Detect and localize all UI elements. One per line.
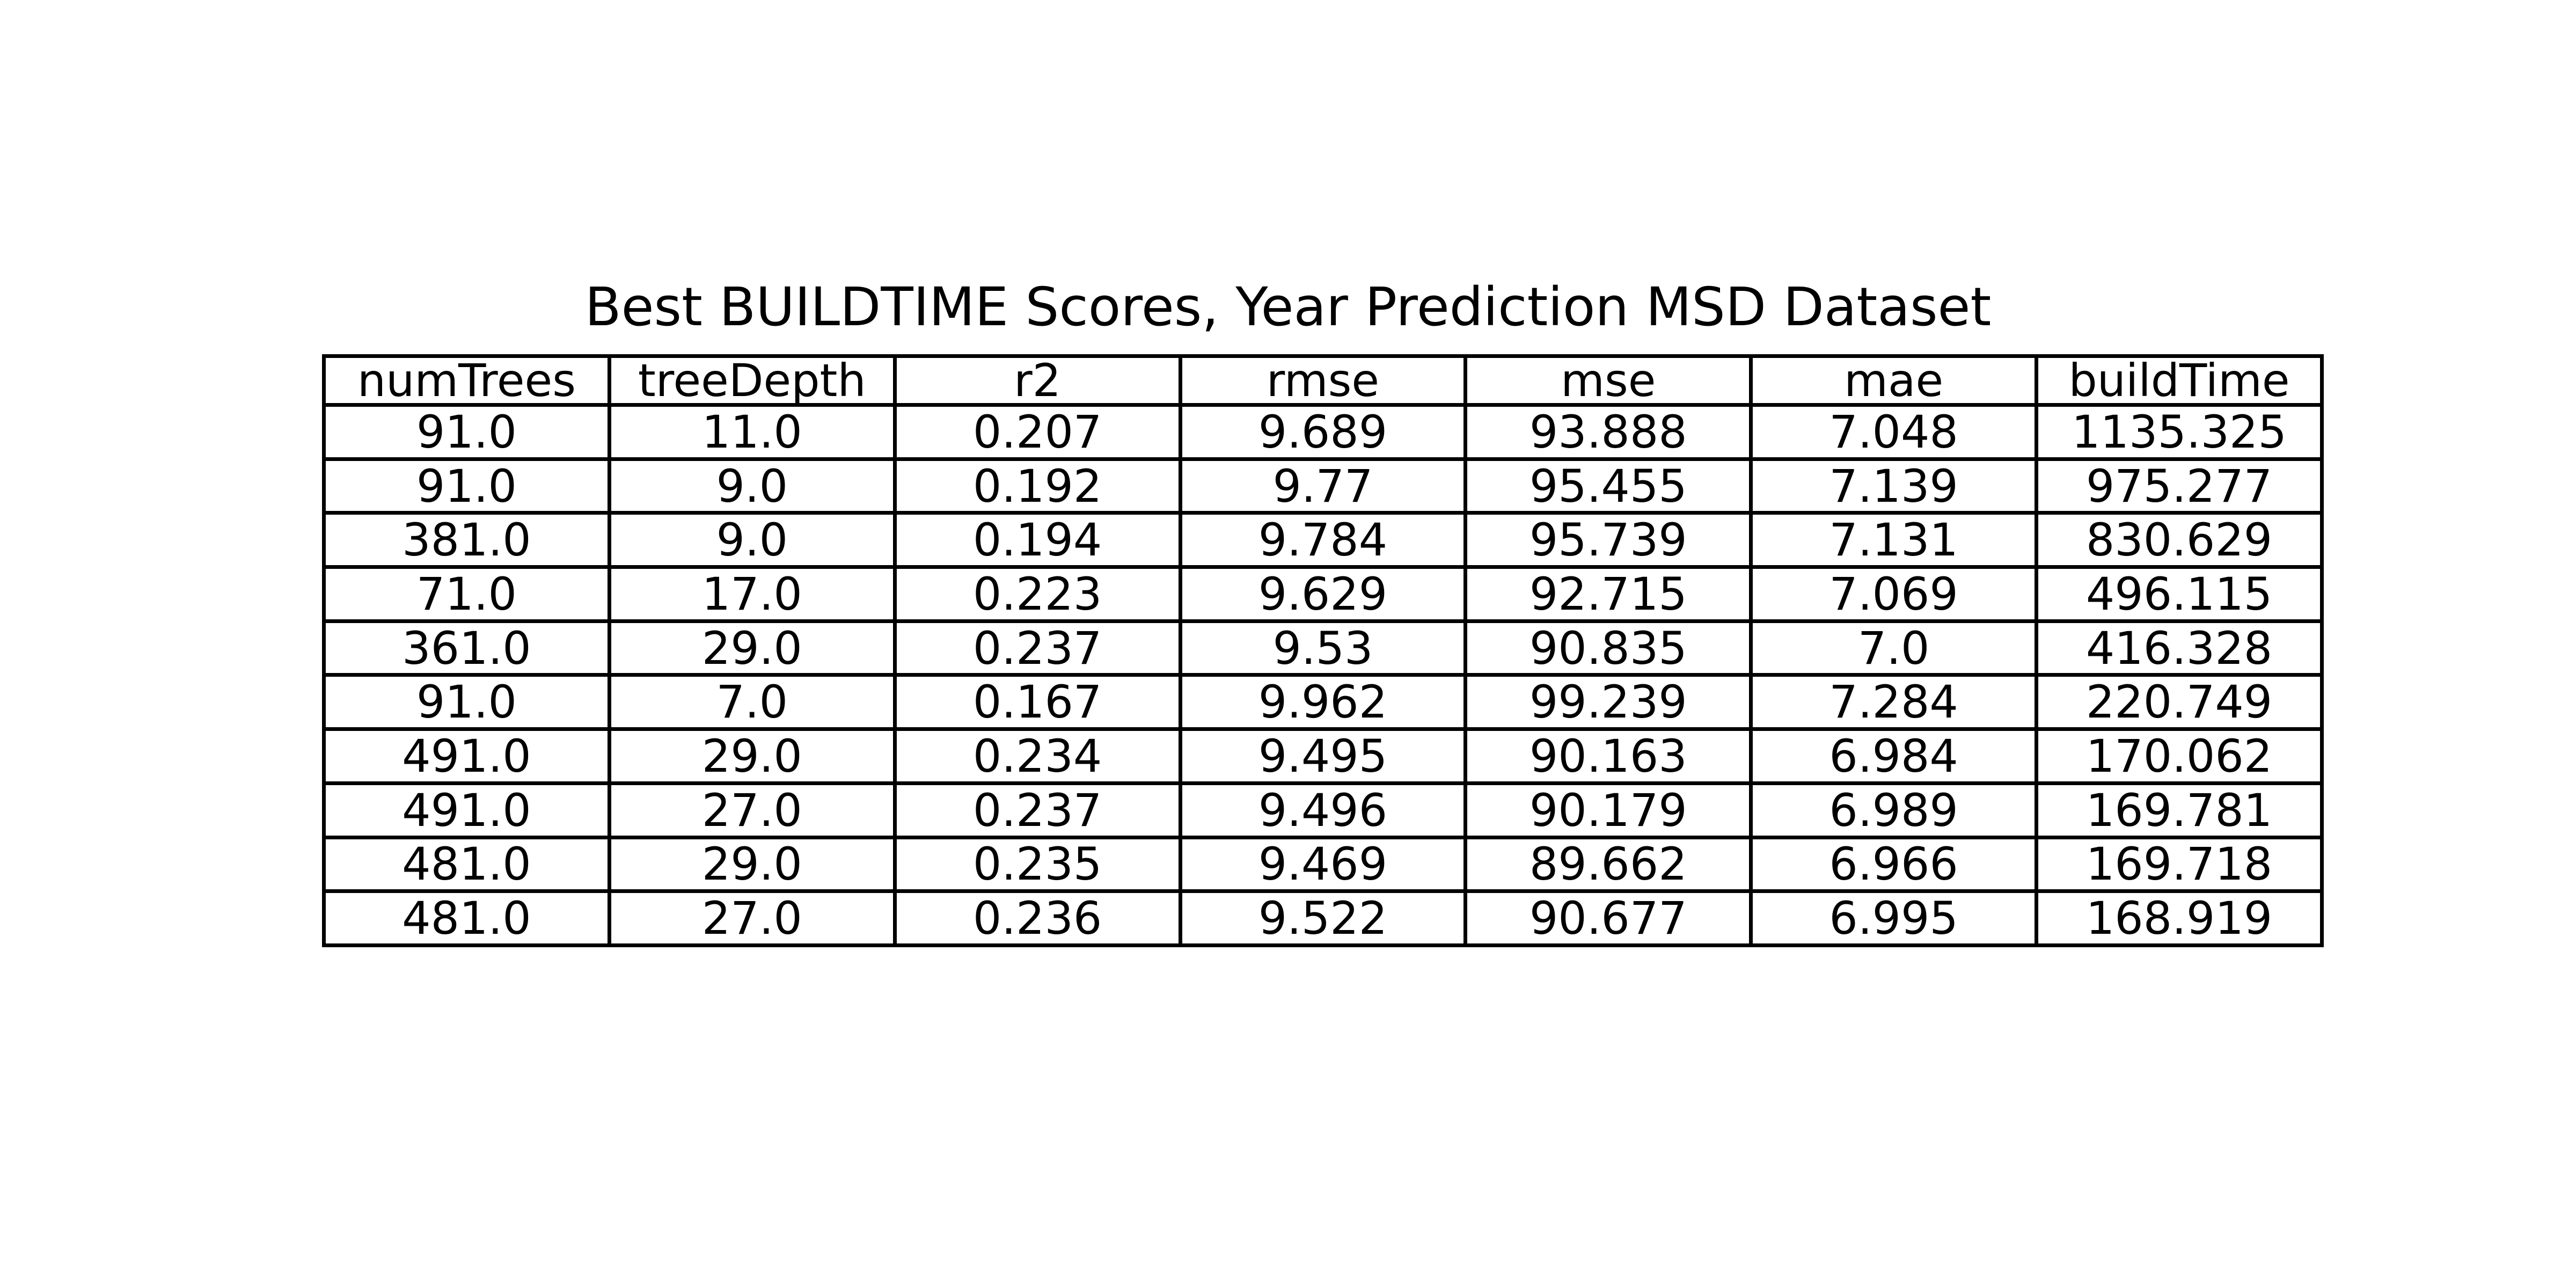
table-cell-r2: 0.192 [892, 457, 1182, 515]
table-cell-numtrees: 491.0 [322, 727, 611, 785]
table-cell-numtrees: 91.0 [322, 673, 611, 731]
table-cell-rmse: 9.629 [1178, 565, 1468, 623]
table-cell-mae: 7.284 [1749, 673, 2039, 731]
table-cell-numtrees: 481.0 [322, 835, 611, 894]
table-cell-buildtime: 830.629 [2035, 511, 2324, 569]
table-cell-buildtime: 220.749 [2035, 673, 2324, 731]
table-row: 491.0 27.0 0.237 9.496 90.179 6.989 169.781 [322, 781, 2324, 839]
table-cell-treedepth: 27.0 [607, 889, 897, 947]
table-cell-buildtime: 1135.325 [2035, 403, 2324, 461]
table-cell-numtrees: 361.0 [322, 619, 611, 677]
table-cell-numtrees: 71.0 [322, 565, 611, 623]
table-cell-rmse: 9.784 [1178, 511, 1468, 569]
table-cell-numtrees: 91.0 [322, 457, 611, 515]
table-cell-mae: 7.048 [1749, 403, 2039, 461]
table-cell-r2: 0.223 [892, 565, 1182, 623]
table-row: 71.0 17.0 0.223 9.629 92.715 7.069 496.115 [322, 565, 2324, 623]
table-cell-rmse: 9.522 [1178, 889, 1468, 947]
table-cell-rmse: 9.495 [1178, 727, 1468, 785]
table-row: 91.0 11.0 0.207 9.689 93.888 7.048 1135.325 [322, 403, 2324, 461]
table-cell-r2: 0.207 [892, 403, 1182, 461]
column-header-rmse: rmse [1178, 354, 1468, 407]
table-row: 481.0 27.0 0.236 9.522 90.677 6.995 168.919 [322, 889, 2324, 947]
table-cell-mse: 90.163 [1463, 727, 1753, 785]
table-cell-rmse: 9.469 [1178, 835, 1468, 894]
table-cell-mae: 6.966 [1749, 835, 2039, 894]
table-cell-buildtime: 169.781 [2035, 781, 2324, 839]
column-header-numtrees: numTrees [322, 354, 611, 407]
table-cell-mse: 89.662 [1463, 835, 1753, 894]
table-row: 361.0 29.0 0.237 9.53 90.835 7.0 416.328 [322, 619, 2324, 677]
table-row: 481.0 29.0 0.235 9.469 89.662 6.966 169.718 [322, 835, 2324, 894]
table-cell-treedepth: 29.0 [607, 835, 897, 894]
table-cell-mae: 6.989 [1749, 781, 2039, 839]
table-cell-treedepth: 11.0 [607, 403, 897, 461]
table-cell-mse: 90.677 [1463, 889, 1753, 947]
table-cell-treedepth: 17.0 [607, 565, 897, 623]
column-header-buildtime: buildTime [2035, 354, 2324, 407]
table-cell-buildtime: 975.277 [2035, 457, 2324, 515]
table-cell-r2: 0.234 [892, 727, 1182, 785]
table-row: 381.0 9.0 0.194 9.784 95.739 7.131 830.629 [322, 511, 2324, 569]
header-row: numTrees treeDepth r2 rmse mse mae buildTime [322, 354, 2324, 407]
table-cell-mae: 6.995 [1749, 889, 2039, 947]
table-cell-mae: 6.984 [1749, 727, 2039, 785]
table-cell-mae: 7.131 [1749, 511, 2039, 569]
table-row: 491.0 29.0 0.234 9.495 90.163 6.984 170.062 [322, 727, 2324, 785]
table-cell-mae: 7.069 [1749, 565, 2039, 623]
table-cell-numtrees: 491.0 [322, 781, 611, 839]
table-cell-r2: 0.237 [892, 781, 1182, 839]
table-cell-mse: 90.179 [1463, 781, 1753, 839]
table-cell-numtrees: 91.0 [322, 403, 611, 461]
data-table: numTrees treeDepth r2 rmse mse mae buildTime 9… [322, 354, 2324, 947]
table-cell-mae: 7.139 [1749, 457, 2039, 515]
table-cell-numtrees: 381.0 [322, 511, 611, 569]
column-header-r2: r2 [892, 354, 1182, 407]
table-row: 91.0 9.0 0.192 9.77 95.455 7.139 975.277 [322, 457, 2324, 515]
table-cell-rmse: 9.962 [1178, 673, 1468, 731]
table-cell-r2: 0.236 [892, 889, 1182, 947]
table-cell-r2: 0.237 [892, 619, 1182, 677]
table-cell-mse: 93.888 [1463, 403, 1753, 461]
table-cell-r2: 0.194 [892, 511, 1182, 569]
table-cell-buildtime: 170.062 [2035, 727, 2324, 785]
table-cell-buildtime: 416.328 [2035, 619, 2324, 677]
table-cell-treedepth: 9.0 [607, 457, 897, 515]
column-header-mse: mse [1463, 354, 1753, 407]
table-cell-mse: 99.239 [1463, 673, 1753, 731]
table-cell-treedepth: 29.0 [607, 619, 897, 677]
table-cell-buildtime: 496.115 [2035, 565, 2324, 623]
table-cell-rmse: 9.496 [1178, 781, 1468, 839]
table-cell-treedepth: 27.0 [607, 781, 897, 839]
table-cell-treedepth: 9.0 [607, 511, 897, 569]
table-cell-buildtime: 168.919 [2035, 889, 2324, 947]
table-row: 91.0 7.0 0.167 9.962 99.239 7.284 220.749 [322, 673, 2324, 731]
table-cell-treedepth: 29.0 [607, 727, 897, 785]
table-cell-mse: 95.455 [1463, 457, 1753, 515]
table-cell-buildtime: 169.718 [2035, 835, 2324, 894]
table-body: 91.0 11.0 0.207 9.689 93.888 7.048 1135.325 91.… [322, 403, 2324, 947]
table-cell-rmse: 9.77 [1178, 457, 1468, 515]
table-cell-treedepth: 7.0 [607, 673, 897, 731]
table-cell-mse: 92.715 [1463, 565, 1753, 623]
table-cell-rmse: 9.53 [1178, 619, 1468, 677]
table-cell-mse: 90.835 [1463, 619, 1753, 677]
column-header-treedepth: treeDepth [607, 354, 897, 407]
table-cell-mae: 7.0 [1749, 619, 2039, 677]
table-cell-mse: 95.739 [1463, 511, 1753, 569]
table-header: numTrees treeDepth r2 rmse mse mae buildTime [322, 354, 2324, 407]
column-header-mae: mae [1749, 354, 2039, 407]
table-cell-numtrees: 481.0 [322, 889, 611, 947]
table-title: Best BUILDTIME Scores, Year Prediction M… [584, 276, 1992, 338]
table-cell-r2: 0.235 [892, 835, 1182, 894]
table-cell-rmse: 9.689 [1178, 403, 1468, 461]
table-cell-r2: 0.167 [892, 673, 1182, 731]
